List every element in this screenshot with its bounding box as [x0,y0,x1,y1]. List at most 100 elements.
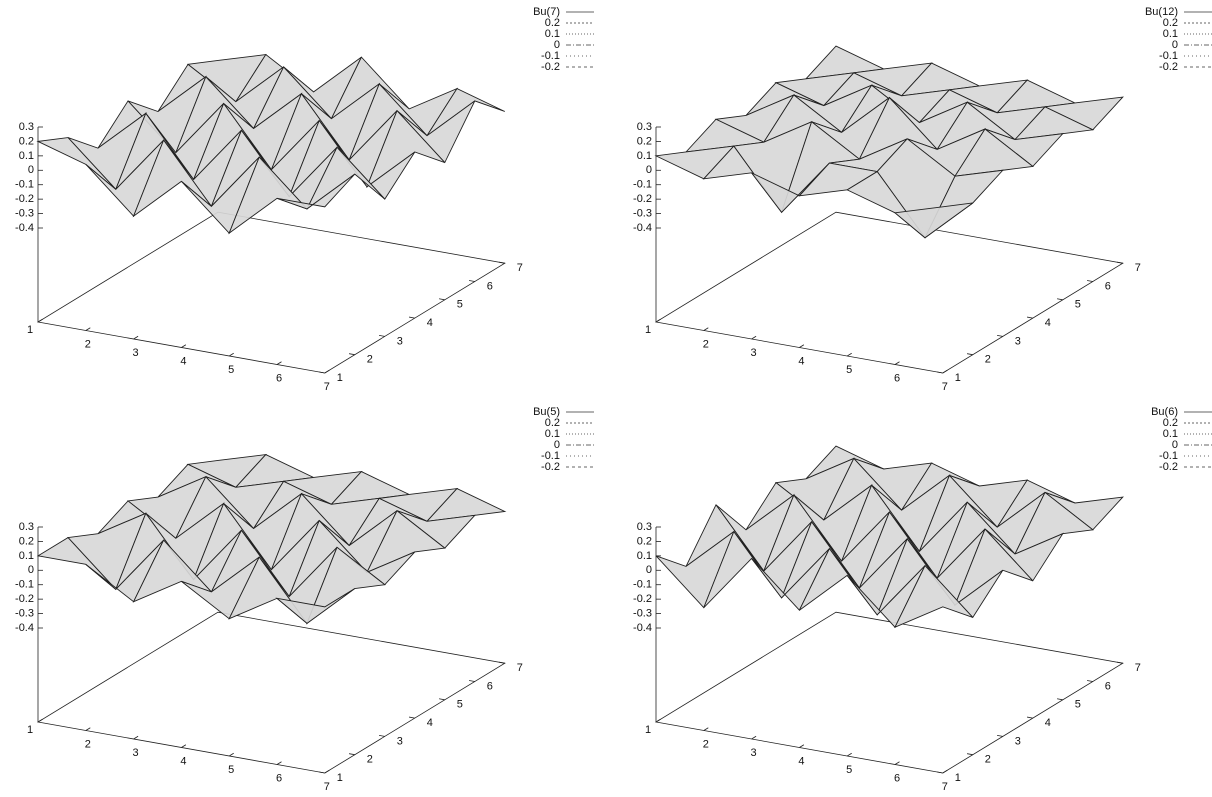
y-tick [1026,716,1033,719]
x-tick [181,344,187,348]
x-tick-label: 3 [133,747,139,759]
y-tick-label: 2 [985,754,991,766]
x-tick-label: 2 [703,338,709,350]
x-tick-label: 4 [798,755,804,767]
x-tick [181,744,187,748]
y-tick [1116,261,1123,264]
y-tick-label: 6 [487,280,493,292]
z-tick-label: 0.2 [19,135,34,147]
x-tick [324,369,330,374]
z-tick-label: -0.4 [633,222,652,234]
z-tick-label: -0.2 [15,193,34,205]
y-tick [408,716,415,719]
x-tick [751,335,757,340]
y-tick [498,261,505,264]
x-tick-label: 2 [85,738,91,750]
x-tick-label: 5 [846,764,852,776]
surface-patch [894,564,974,629]
x-tick-label: 3 [751,347,757,359]
x-tick [37,318,43,323]
surface-patch [275,588,356,624]
z-tick-label: 0 [28,164,34,176]
z-tick-label: 0.3 [637,121,652,133]
z-tick-label: -0.3 [15,207,34,219]
z-tick-label: 0.3 [19,521,34,533]
y-tick [438,298,445,301]
y-tick [1086,680,1093,682]
x-tick [133,335,139,340]
x-tick-label: 5 [228,364,234,376]
x-tick-label: 1 [27,324,33,336]
y-tick [966,353,973,356]
y-tick-label: 4 [1045,317,1051,329]
y-tick-label: 1 [337,372,343,384]
y-tick-label: 5 [1075,299,1081,311]
legend-label: -0.1 [541,450,560,462]
z-tick-label: -0.1 [633,179,652,191]
x-tick [703,727,709,731]
z-tick-label: -0.3 [15,607,34,619]
z-tick-label: 0.1 [19,150,34,162]
x-tick [799,744,805,748]
y-tick-label: 7 [517,262,523,274]
y-tick-label: 5 [457,699,463,711]
legend-title: Bu(6) [1151,406,1178,418]
legend-label: -0.2 [541,461,560,473]
x-tick [228,352,234,357]
y-tick [1056,298,1063,301]
legend-label: -0.2 [541,61,560,73]
panel: 0.30.20.10-0.1-0.2-0.3-0.412345671234567… [15,6,594,393]
legend-label: -0.2 [1159,461,1178,473]
x-tick [799,344,805,348]
x-tick [276,761,282,765]
z-tick-label: 0.2 [637,135,652,147]
legend-label: 0 [554,439,560,451]
z-tick-label: 0.3 [19,121,34,133]
z-tick-label: -0.1 [15,179,34,191]
y-tick-label: 1 [337,772,343,784]
z-tick-label: -0.2 [15,593,34,605]
legend-label: -0.2 [1159,61,1178,73]
x-tick [655,718,661,723]
x-tick [276,361,282,365]
z-tick-label: 0.3 [637,521,652,533]
y-tick-label: 3 [1015,335,1021,347]
z-tick-label: 0.1 [637,150,652,162]
x-tick [846,352,852,357]
z-tick-label: 0.1 [19,550,34,562]
legend-label: 0.1 [1163,428,1178,440]
y-tick [348,353,355,356]
y-tick [966,753,973,756]
x-tick [894,761,900,765]
legend-label: 0.1 [545,28,560,40]
z-tick-label: -0.3 [633,607,652,619]
legend-label: 0 [554,39,560,51]
x-tick-label: 3 [751,747,757,759]
z-tick-label: -0.2 [633,193,652,205]
y-tick [1026,316,1033,319]
legend-label: -0.1 [1159,50,1178,62]
y-tick [348,753,355,756]
z-tick-label: 0 [646,164,652,176]
z-tick-label: -0.3 [633,207,652,219]
x-tick [846,752,852,757]
x-tick [703,327,709,331]
y-tick [378,334,385,337]
y-tick-label: 3 [397,335,403,347]
z-tick-label: -0.2 [633,593,652,605]
legend-title: Bu(12) [1145,6,1178,18]
x-tick [85,327,91,331]
y-tick-label: 5 [1075,699,1081,711]
panel: 0.30.20.10-0.1-0.2-0.3-0.412345671234567… [633,406,1212,793]
legend-label: 0 [1172,439,1178,451]
x-tick [37,718,43,723]
z-tick-label: -0.4 [633,622,652,634]
base-plane [36,611,506,774]
y-tick-label: 7 [1135,662,1141,674]
x-tick-label: 5 [228,764,234,776]
y-tick [936,371,943,374]
x-tick-label: 1 [27,724,33,736]
legend-title: Bu(5) [533,406,560,418]
y-tick [438,698,445,701]
